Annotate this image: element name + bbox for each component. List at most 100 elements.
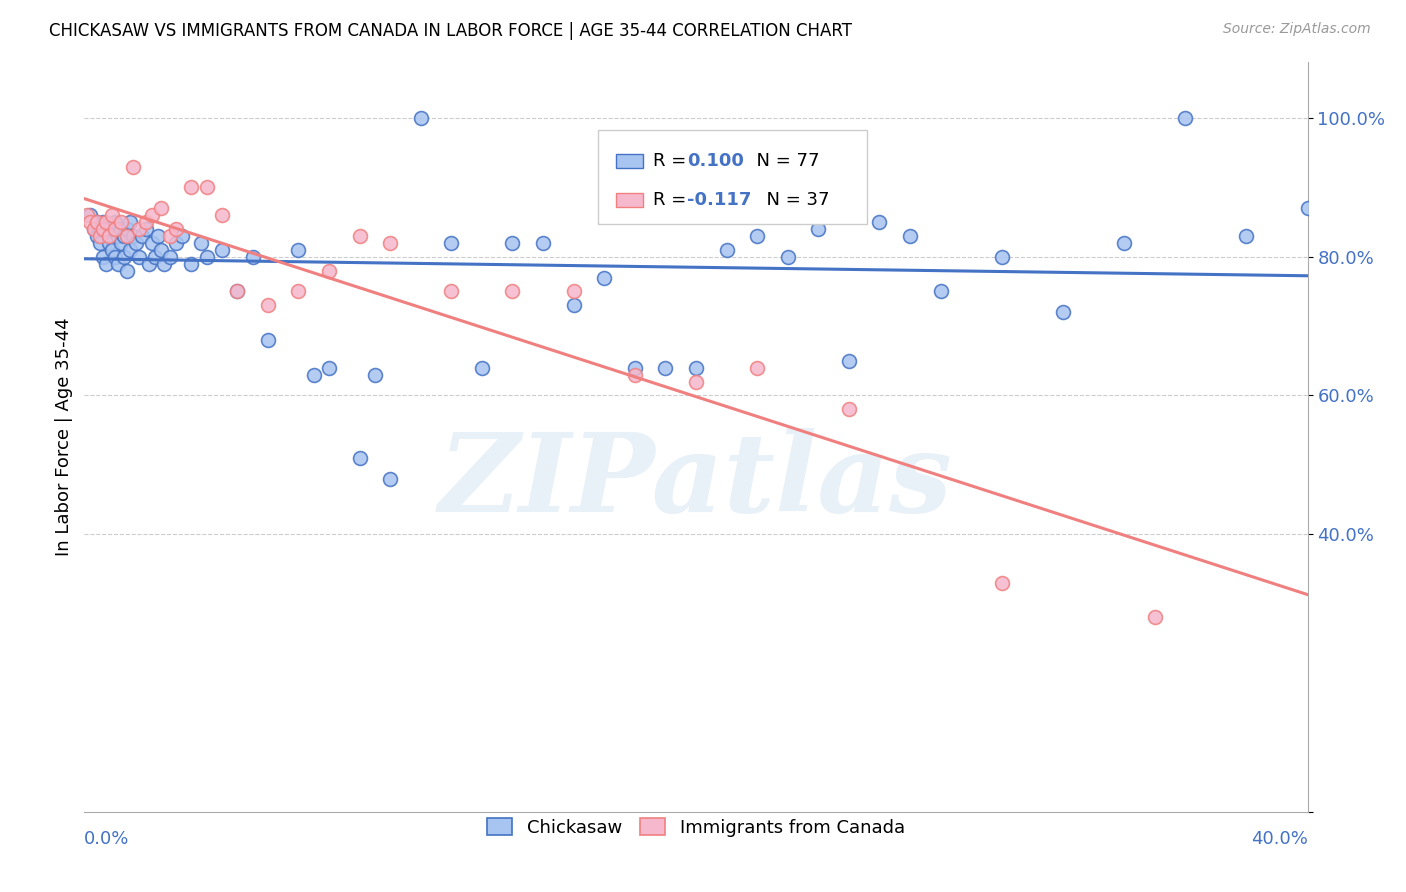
Point <box>83 222 105 236</box>
Point <box>146 228 169 243</box>
Point <box>838 402 860 417</box>
Point <box>807 222 830 236</box>
Point <box>141 235 163 250</box>
Point <box>104 250 127 264</box>
Point <box>91 215 114 229</box>
Point <box>624 368 647 382</box>
Point <box>122 160 145 174</box>
Point <box>107 257 129 271</box>
Point <box>131 228 153 243</box>
Point <box>1114 235 1136 250</box>
Point <box>86 228 108 243</box>
Point <box>302 368 325 382</box>
Point <box>89 228 111 243</box>
Point <box>898 228 921 243</box>
Point <box>101 222 124 236</box>
Text: CHICKASAW VS IMMIGRANTS FROM CANADA IN LABOR FORCE | AGE 35-44 CORRELATION CHART: CHICKASAW VS IMMIGRANTS FROM CANADA IN L… <box>49 22 852 40</box>
Point <box>91 222 114 236</box>
Point <box>120 243 142 257</box>
Point <box>141 208 163 222</box>
Point <box>112 250 135 264</box>
Point <box>257 298 280 312</box>
Point <box>135 222 157 236</box>
Point <box>135 215 157 229</box>
Point <box>1236 228 1258 243</box>
Point <box>97 228 120 243</box>
Point <box>79 215 101 229</box>
Point <box>149 243 172 257</box>
Point <box>1052 305 1074 319</box>
Text: 40.0%: 40.0% <box>1251 830 1308 848</box>
Text: N = 77: N = 77 <box>745 153 820 170</box>
Point <box>101 243 124 257</box>
Point <box>83 222 105 236</box>
Point <box>115 228 138 243</box>
Point <box>226 285 249 299</box>
Point <box>104 215 127 229</box>
Point <box>685 360 707 375</box>
Bar <box>616 154 644 168</box>
Point <box>195 250 218 264</box>
Point <box>502 285 524 299</box>
Point <box>364 368 387 382</box>
Point <box>86 215 108 229</box>
Point <box>159 250 181 264</box>
Point <box>440 285 463 299</box>
Text: R =: R = <box>654 153 692 170</box>
Point <box>110 215 132 229</box>
Text: Source: ZipAtlas.com: Source: ZipAtlas.com <box>1223 22 1371 37</box>
Point <box>172 228 194 243</box>
Point <box>562 285 585 299</box>
Point <box>115 222 138 236</box>
Point <box>318 360 340 375</box>
Text: ZIPatlas: ZIPatlas <box>439 428 953 536</box>
Text: 0.100: 0.100 <box>688 153 744 170</box>
Point <box>257 333 280 347</box>
Point <box>94 215 117 229</box>
Point <box>502 235 524 250</box>
Point <box>180 257 202 271</box>
Point <box>159 228 181 243</box>
Point <box>440 235 463 250</box>
Point <box>380 235 402 250</box>
Point <box>991 575 1014 590</box>
Point <box>211 243 233 257</box>
Point <box>122 228 145 243</box>
Point <box>287 243 309 257</box>
Point <box>869 215 891 229</box>
Point <box>409 111 432 125</box>
Point <box>125 235 148 250</box>
Point <box>776 250 799 264</box>
Point <box>287 285 309 299</box>
Point <box>89 222 111 236</box>
Point <box>531 235 554 250</box>
Point <box>685 375 707 389</box>
Point <box>226 285 249 299</box>
FancyBboxPatch shape <box>598 130 868 224</box>
Text: N = 37: N = 37 <box>755 191 830 209</box>
Y-axis label: In Labor Force | Age 35-44: In Labor Force | Age 35-44 <box>55 318 73 557</box>
Point <box>929 285 952 299</box>
Point <box>110 235 132 250</box>
Point <box>107 228 129 243</box>
Point <box>1174 111 1197 125</box>
Point <box>838 353 860 368</box>
Point <box>211 208 233 222</box>
Text: 0.0%: 0.0% <box>84 830 129 848</box>
Point <box>97 228 120 243</box>
Point <box>242 250 264 264</box>
Point <box>128 222 150 236</box>
Point <box>101 208 124 222</box>
Point <box>380 472 402 486</box>
Point <box>143 250 166 264</box>
Point <box>128 250 150 264</box>
Bar <box>616 193 644 207</box>
Point <box>149 201 172 215</box>
Point <box>165 235 187 250</box>
Point <box>195 180 218 194</box>
Point <box>97 235 120 250</box>
Point <box>1296 201 1319 215</box>
Point <box>471 360 494 375</box>
Point <box>349 450 371 465</box>
Point <box>104 222 127 236</box>
